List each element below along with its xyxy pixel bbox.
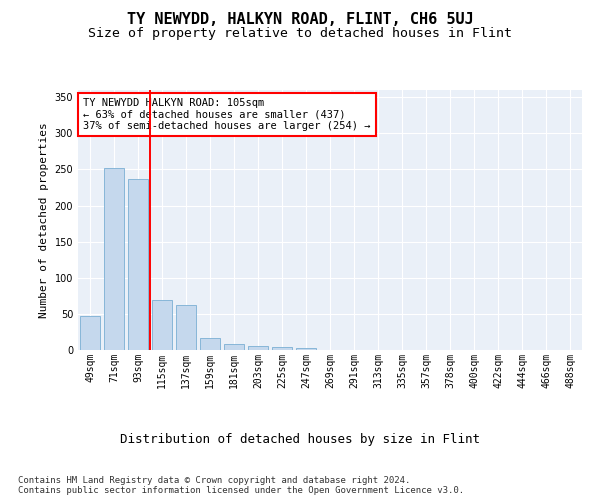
- Bar: [80, 316, 100, 350]
- Bar: [224, 344, 244, 350]
- Text: Contains HM Land Registry data © Crown copyright and database right 2024.
Contai: Contains HM Land Registry data © Crown c…: [18, 476, 464, 495]
- Text: Size of property relative to detached houses in Flint: Size of property relative to detached ho…: [88, 28, 512, 40]
- Y-axis label: Number of detached properties: Number of detached properties: [39, 122, 49, 318]
- Bar: [296, 348, 316, 350]
- Bar: [248, 346, 268, 350]
- Text: TY NEWYDD, HALKYN ROAD, FLINT, CH6 5UJ: TY NEWYDD, HALKYN ROAD, FLINT, CH6 5UJ: [127, 12, 473, 28]
- Bar: [104, 168, 124, 350]
- Bar: [272, 347, 292, 350]
- Bar: [128, 179, 148, 350]
- Bar: [152, 300, 172, 350]
- Bar: [200, 338, 220, 350]
- Text: TY NEWYDD HALKYN ROAD: 105sqm
← 63% of detached houses are smaller (437)
37% of : TY NEWYDD HALKYN ROAD: 105sqm ← 63% of d…: [83, 98, 371, 131]
- Bar: [176, 304, 196, 350]
- Text: Distribution of detached houses by size in Flint: Distribution of detached houses by size …: [120, 432, 480, 446]
